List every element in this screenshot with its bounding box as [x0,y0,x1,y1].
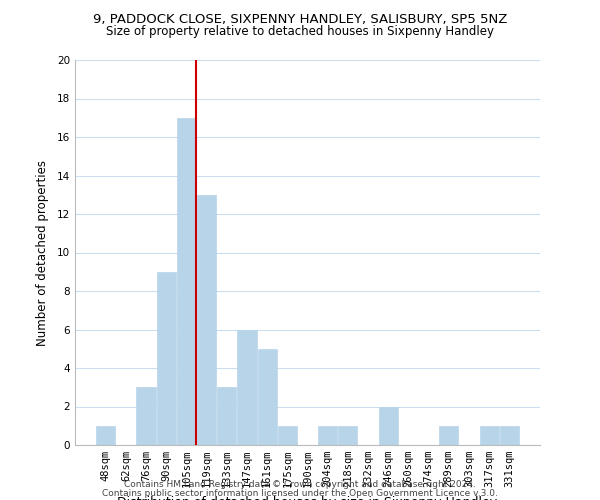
Bar [217,387,236,445]
Bar [257,349,277,445]
Bar [318,426,337,445]
Y-axis label: Number of detached properties: Number of detached properties [35,160,49,346]
Bar [479,426,499,445]
Bar [379,406,398,445]
Bar [177,118,196,445]
X-axis label: Distribution of detached houses by size in Sixpenny Handley: Distribution of detached houses by size … [118,496,497,500]
Text: 9, PADDOCK CLOSE, SIXPENNY HANDLEY, SALISBURY, SP5 5NZ: 9, PADDOCK CLOSE, SIXPENNY HANDLEY, SALI… [93,12,507,26]
Bar [338,426,358,445]
Text: Contains public sector information licensed under the Open Government Licence v.: Contains public sector information licen… [102,488,498,498]
Bar [157,272,176,445]
Text: Contains HM Land Registry data © Crown copyright and database right 2024.: Contains HM Land Registry data © Crown c… [124,480,476,489]
Bar [136,387,155,445]
Bar [439,426,458,445]
Bar [96,426,115,445]
Bar [238,330,257,445]
Bar [500,426,519,445]
Bar [278,426,297,445]
Text: Size of property relative to detached houses in Sixpenny Handley: Size of property relative to detached ho… [106,25,494,38]
Bar [197,194,216,445]
